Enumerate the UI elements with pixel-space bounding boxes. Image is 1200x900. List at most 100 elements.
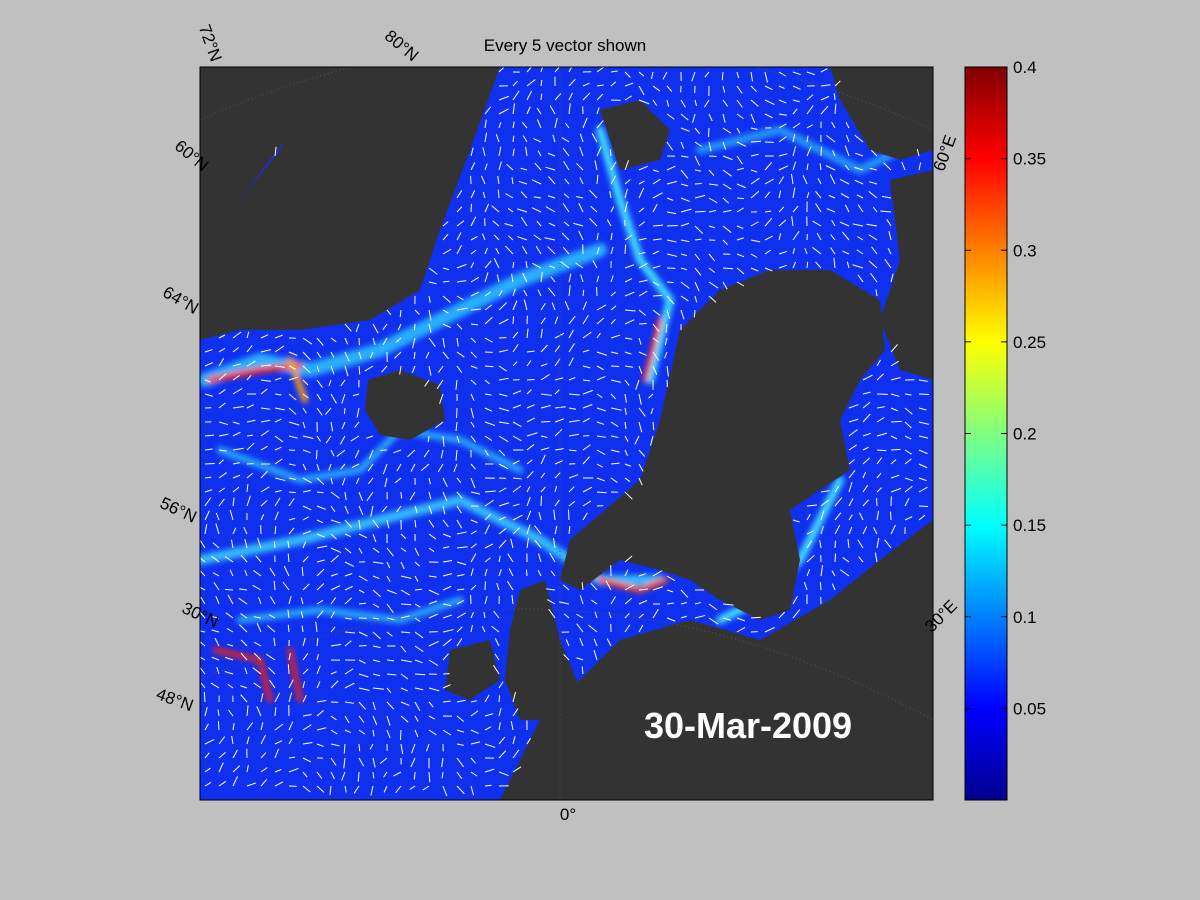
current-vector [624,584,635,591]
current-vector [344,585,353,591]
current-vector [232,447,244,451]
current-vector [302,421,306,429]
current-vector [722,617,732,621]
current-vector [596,351,607,356]
current-vector [372,617,380,620]
current-vector [266,653,276,661]
current-vector [512,361,518,367]
current-vector [537,569,542,577]
current-vector [862,499,870,507]
current-vector [588,624,598,633]
current-vector [456,771,463,780]
current-vector [269,596,276,605]
current-vector [778,176,785,185]
current-vector [227,643,234,647]
colorbar-tick-label: 0.3 [1013,241,1037,260]
current-vector [498,487,507,493]
current-vector [358,757,365,767]
current-vector [232,331,242,339]
current-vector [274,740,283,745]
current-vector [610,379,622,383]
current-vector [372,687,384,690]
current-vector [596,107,600,115]
current-vector [596,67,605,73]
current-vector [316,599,324,605]
current-vector [540,435,548,438]
current-vector [610,305,617,311]
current-vector [230,539,234,549]
current-vector [358,673,369,678]
current-vector [576,613,584,619]
current-vector [624,569,629,577]
current-vector [880,210,892,213]
current-vector [456,477,462,483]
current-vector [493,234,500,241]
current-vector [568,407,577,410]
current-vector [484,557,491,563]
current-vector [554,448,564,451]
current-vector [536,107,542,115]
current-vector [210,682,220,689]
current-vector [680,602,688,605]
current-vector [876,537,880,549]
current-vector [393,351,402,359]
current-vector [650,435,654,446]
current-vector [211,555,220,563]
current-vector [498,771,509,777]
current-vector [750,113,756,124]
current-vector [638,71,645,77]
current-vector [358,575,368,582]
current-vector [470,584,477,591]
current-vector [553,509,556,521]
current-vector [526,459,533,465]
current-vector [526,79,536,87]
current-vector [372,589,382,598]
current-vector [246,331,250,339]
current-vector [274,707,277,717]
current-vector [442,221,449,227]
current-vector [498,421,510,425]
current-vector [325,435,332,444]
current-vector [792,71,801,76]
current-vector [624,491,633,500]
current-vector [381,365,388,373]
current-vector [652,351,660,361]
current-vector [240,613,248,619]
current-vector [497,175,500,185]
current-vector [582,500,592,507]
current-vector [596,247,600,255]
current-vector [575,196,584,199]
current-vector [232,406,244,409]
current-vector [232,723,235,731]
current-vector [494,638,500,647]
current-vector [596,146,602,157]
current-vector [638,180,645,185]
current-vector [680,615,687,619]
current-vector [848,444,857,451]
current-vector [204,476,212,479]
current-vector [344,323,352,332]
current-vector [596,317,605,325]
current-vector [204,524,208,535]
current-vector [288,365,297,370]
current-vector [456,337,459,347]
current-vector [540,486,546,493]
current-vector [442,337,446,348]
current-vector [428,323,432,333]
current-vector [330,626,336,633]
current-vector [218,334,226,339]
current-vector [372,631,381,640]
current-vector [288,351,298,356]
current-vector [589,218,598,227]
current-vector [400,589,411,596]
current-vector [428,771,431,783]
current-vector [590,583,598,591]
current-vector [442,519,449,528]
current-vector [666,197,674,201]
current-vector [792,161,797,171]
current-vector [652,608,659,619]
current-vector [246,484,249,493]
current-vector [876,416,885,423]
current-vector [274,497,281,507]
current-vector [470,729,479,734]
